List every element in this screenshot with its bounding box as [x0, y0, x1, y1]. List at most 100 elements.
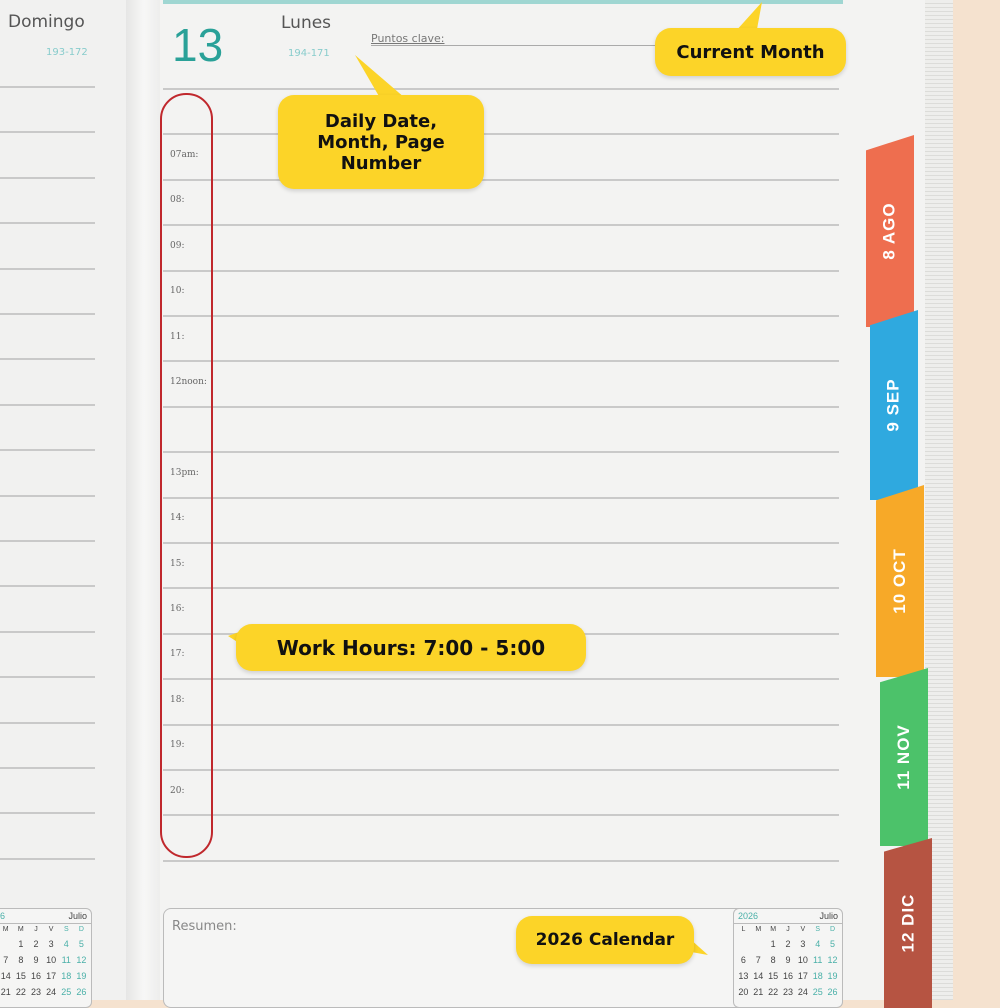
- key-points-label: Puntos clave:: [371, 32, 445, 45]
- left-day-name: Domingo: [8, 12, 85, 32]
- ruled-line: [163, 451, 839, 454]
- callout-daily-date: Daily Date, Month, Page Number: [278, 95, 484, 189]
- calendar-day: 16: [782, 971, 793, 981]
- ruled-line: [0, 176, 95, 179]
- weekday-label: V: [800, 926, 806, 933]
- time-slot-label: 07am:: [170, 150, 199, 160]
- time-slot-label: 16:: [170, 604, 185, 614]
- page-edges: [925, 0, 953, 1000]
- ruled-line: [0, 358, 95, 361]
- calendar-day: 2: [33, 939, 39, 949]
- work-hours-highlight-oval: [160, 93, 213, 858]
- month-tab[interactable]: 8 AGO: [866, 135, 914, 327]
- ruled-line: [0, 857, 95, 860]
- calendar-day: 24: [797, 987, 808, 997]
- ruled-line: [0, 767, 95, 769]
- ruled-line: [163, 814, 839, 817]
- calendar-month: Julio: [819, 911, 838, 921]
- summary-box[interactable]: Resumen:: [163, 908, 843, 1008]
- calendar-day: 1: [18, 939, 24, 949]
- callout-current-month: Current Month: [655, 28, 846, 76]
- weekday-label: M: [770, 926, 777, 933]
- ruled-line: [163, 678, 839, 681]
- calendar-day: 2: [785, 939, 791, 949]
- calendar-day: 9: [785, 955, 791, 965]
- calendar-day: 26: [76, 987, 87, 997]
- time-slot-label: 18:: [170, 694, 185, 705]
- ruled-line: [163, 88, 839, 90]
- ruled-line: [163, 178, 839, 181]
- left-page: Domingo 193-172: [0, 0, 126, 1000]
- ruled-line: [0, 676, 95, 679]
- ruled-line: [0, 630, 95, 633]
- calendar-day: 22: [15, 987, 26, 997]
- mini-calendar-right: 2026 Julio L M M J V S D 1 2 3 4 5 6 7 8 9 10 11 12 13 14 15 16 1…: [733, 908, 843, 1008]
- calendar-day: 17: [46, 971, 57, 981]
- ruled-line: [0, 494, 95, 497]
- calendar-day: 24: [46, 987, 57, 997]
- book-spine: [126, 0, 162, 1000]
- ruled-line: [163, 224, 839, 227]
- calendar-year: 2026: [738, 911, 759, 921]
- ruled-line: [0, 222, 95, 225]
- calendar-day: 10: [797, 955, 808, 965]
- calendar-day: 21: [0, 987, 11, 997]
- weekday-label: S: [815, 926, 821, 933]
- calendar-day: 3: [800, 939, 806, 949]
- right-page: [160, 0, 860, 1000]
- time-slot-label: 19:: [170, 740, 185, 751]
- ruled-line: [163, 133, 839, 136]
- month-tab[interactable]: 11 NOV: [880, 668, 928, 846]
- time-slot-label: 13pm:: [170, 467, 199, 478]
- weekday-label: V: [48, 926, 54, 933]
- calendar-day: 19: [76, 971, 87, 981]
- day-numbers: 194-171: [288, 48, 330, 59]
- day-name: Lunes: [281, 13, 332, 33]
- calendar-day: 1: [770, 939, 776, 949]
- ruled-line: [0, 721, 95, 724]
- time-slot-label: 14:: [170, 513, 185, 524]
- calendar-day: 4: [815, 939, 821, 949]
- calendar-day: 25: [61, 987, 72, 997]
- calendar-day: 23: [782, 987, 793, 997]
- calendar-day: 23: [30, 987, 41, 997]
- ruled-line: [163, 859, 839, 862]
- month-tab[interactable]: 10 OCT: [876, 485, 924, 677]
- month-tab[interactable]: 12 DIC: [884, 838, 932, 1008]
- calendar-day: 22: [768, 987, 779, 997]
- ruled-line: [0, 403, 95, 406]
- weekday-label: D: [830, 926, 836, 933]
- key-points-field[interactable]: Puntos clave:: [371, 32, 841, 46]
- ruled-line: [163, 496, 839, 499]
- calendar-day: 8: [770, 955, 776, 965]
- calendar-day: 7: [755, 955, 761, 965]
- ruled-line: [0, 540, 95, 542]
- time-slot-label: 11:: [170, 331, 185, 342]
- calendar-day: 4: [63, 939, 69, 949]
- ruled-line: [0, 449, 95, 452]
- time-slot-label: 17:: [170, 649, 185, 660]
- callout-2026-calendar: 2026 Calendar: [516, 916, 694, 964]
- top-border: [163, 0, 843, 4]
- calendar-day: 14: [753, 971, 764, 981]
- calendar-day: 14: [0, 971, 11, 981]
- pointer-daily-date: [355, 55, 405, 98]
- weekday-label: M: [755, 926, 762, 933]
- time-slot-label: 10:: [170, 286, 185, 297]
- calendar-day: 19: [827, 971, 838, 981]
- ruled-line: [0, 812, 95, 815]
- calendar-day: 6: [740, 955, 746, 965]
- calendar-day: 26: [827, 987, 838, 997]
- weekday-label: J: [34, 926, 38, 933]
- weekday-label: D: [78, 926, 84, 933]
- calendar-month: Julio: [68, 911, 87, 921]
- callout-work-hours: Work Hours: 7:00 - 5:00: [236, 624, 586, 671]
- ruled-line: [163, 769, 839, 771]
- weekday-label: S: [63, 926, 69, 933]
- calendar-day: 7: [3, 955, 9, 965]
- ruled-line: [0, 585, 95, 588]
- month-tab[interactable]: 9 SEP: [870, 310, 918, 500]
- time-slot-label: 09:: [170, 240, 185, 251]
- ruled-line: [0, 267, 95, 270]
- mini-calendar-left: 2026JulioLMMJVSD123456789101112131415161…: [0, 908, 92, 1008]
